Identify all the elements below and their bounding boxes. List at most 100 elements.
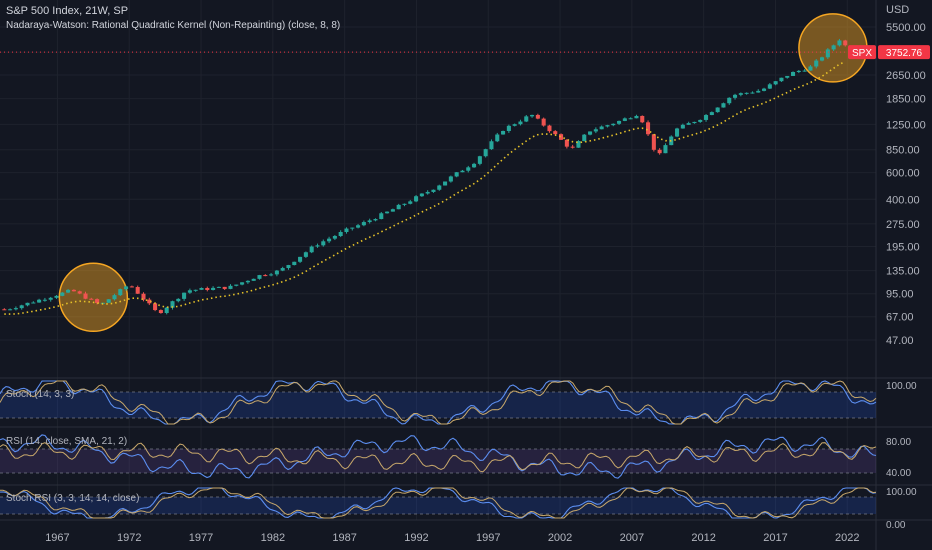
candle-body — [408, 201, 413, 204]
candle-body — [414, 196, 419, 202]
x-tick-label: 1992 — [404, 532, 428, 544]
candle-body — [222, 286, 227, 289]
candle-body — [802, 70, 807, 72]
candle-body — [425, 191, 430, 194]
candle-body — [373, 219, 378, 221]
candle-body — [199, 287, 204, 290]
pane-band — [0, 392, 876, 418]
candle-body — [796, 70, 801, 72]
x-tick-label: 2022 — [835, 532, 859, 544]
rsi-line — [0, 434, 877, 479]
candle-body — [634, 115, 639, 119]
rsi-ma-line — [0, 442, 877, 473]
candle-body — [170, 301, 175, 308]
candle-body — [8, 309, 13, 311]
symbol-title[interactable]: S&P 500 Index, 21W, SP — [6, 5, 129, 17]
y-tick-label: 1850.00 — [886, 94, 926, 106]
candle-body — [767, 84, 772, 89]
candle-body — [698, 119, 703, 122]
candle-body — [518, 121, 523, 125]
y-tick-label: 5500.00 — [886, 22, 926, 34]
candle-body — [588, 131, 593, 135]
candle-body — [506, 125, 511, 131]
candle-body — [535, 114, 540, 119]
candle-body — [205, 287, 210, 290]
candle-body — [95, 299, 100, 303]
candle-body — [129, 286, 134, 288]
candle-body — [472, 163, 477, 168]
candle-body — [118, 289, 123, 296]
candle-body — [54, 295, 59, 298]
candle-body — [483, 149, 488, 157]
candle-body — [350, 227, 355, 229]
pane-tick-label: 100.00 — [886, 487, 917, 498]
candle-body — [605, 125, 610, 127]
candle-body — [831, 45, 836, 50]
candle-body — [193, 289, 198, 291]
candle-body — [396, 204, 401, 210]
y-tick-label: 2650.00 — [886, 70, 926, 82]
price-tag-text: 3752.76 — [886, 48, 923, 59]
candle-body — [622, 118, 627, 121]
candle-body — [77, 291, 82, 294]
candle-body — [379, 213, 384, 220]
candle-body — [437, 185, 442, 190]
candle-body — [182, 292, 187, 299]
x-tick-label: 1977 — [189, 532, 213, 544]
symbol-tag-text: SPX — [852, 48, 872, 59]
candle-body — [762, 88, 767, 91]
rsi-pane-label[interactable]: RSI (14, close, SMA, 21, 2) — [6, 436, 128, 447]
stoch-pane-label[interactable]: Stoch (14, 3, 3) — [6, 389, 75, 400]
candle-body — [628, 118, 633, 120]
candle-body — [541, 118, 546, 126]
candle-body — [495, 134, 500, 142]
x-tick-label: 1972 — [117, 532, 141, 544]
candle-body — [559, 134, 564, 140]
candle-body — [501, 130, 506, 135]
y-tick-label: 600.00 — [886, 168, 920, 180]
candle-body — [460, 170, 465, 173]
candle-body — [135, 287, 140, 294]
candle-body — [158, 310, 163, 314]
stoch-rsi-pane-label[interactable]: Stoch RSI (3, 3, 14, 14, close) — [6, 493, 140, 504]
indicator-legend[interactable]: Nadaraya-Watson: Rational Quadratic Kern… — [6, 20, 341, 31]
candle-body — [715, 107, 720, 113]
candle-body — [593, 129, 598, 132]
candle-body — [71, 289, 76, 292]
candle-body — [344, 228, 349, 232]
candle-body — [779, 77, 784, 82]
candle-body — [651, 134, 656, 150]
candle-body — [448, 176, 453, 182]
stoch-k-line — [0, 380, 877, 425]
candle-body — [269, 274, 274, 276]
x-tick-label: 2007 — [620, 532, 644, 544]
candle-body — [83, 293, 88, 299]
candle-body — [66, 289, 71, 293]
candle-body — [692, 121, 697, 124]
candle-body — [721, 103, 726, 108]
pane-tick-label: 0.00 — [886, 520, 906, 531]
candle-body — [280, 268, 285, 271]
candle-body — [646, 122, 651, 135]
candle-body — [42, 299, 47, 301]
candle-body — [257, 275, 262, 279]
candle-body — [327, 238, 332, 242]
candle-body — [431, 189, 436, 192]
candle-body — [164, 307, 169, 314]
candle-body — [466, 167, 471, 171]
y-tick-label: 135.00 — [886, 266, 920, 278]
candle-body — [617, 120, 622, 124]
candle-body — [785, 75, 790, 78]
x-tick-label: 2002 — [548, 532, 572, 544]
candle-body — [843, 40, 848, 46]
candle-body — [19, 305, 24, 309]
candle-body — [704, 115, 709, 120]
y-tick-label: 275.00 — [886, 219, 920, 231]
candle-body — [773, 81, 778, 85]
candle-body — [216, 286, 221, 288]
candle-body — [599, 126, 604, 130]
candle-body — [791, 71, 796, 76]
x-tick-label: 1997 — [476, 532, 500, 544]
candle-body — [147, 299, 152, 304]
